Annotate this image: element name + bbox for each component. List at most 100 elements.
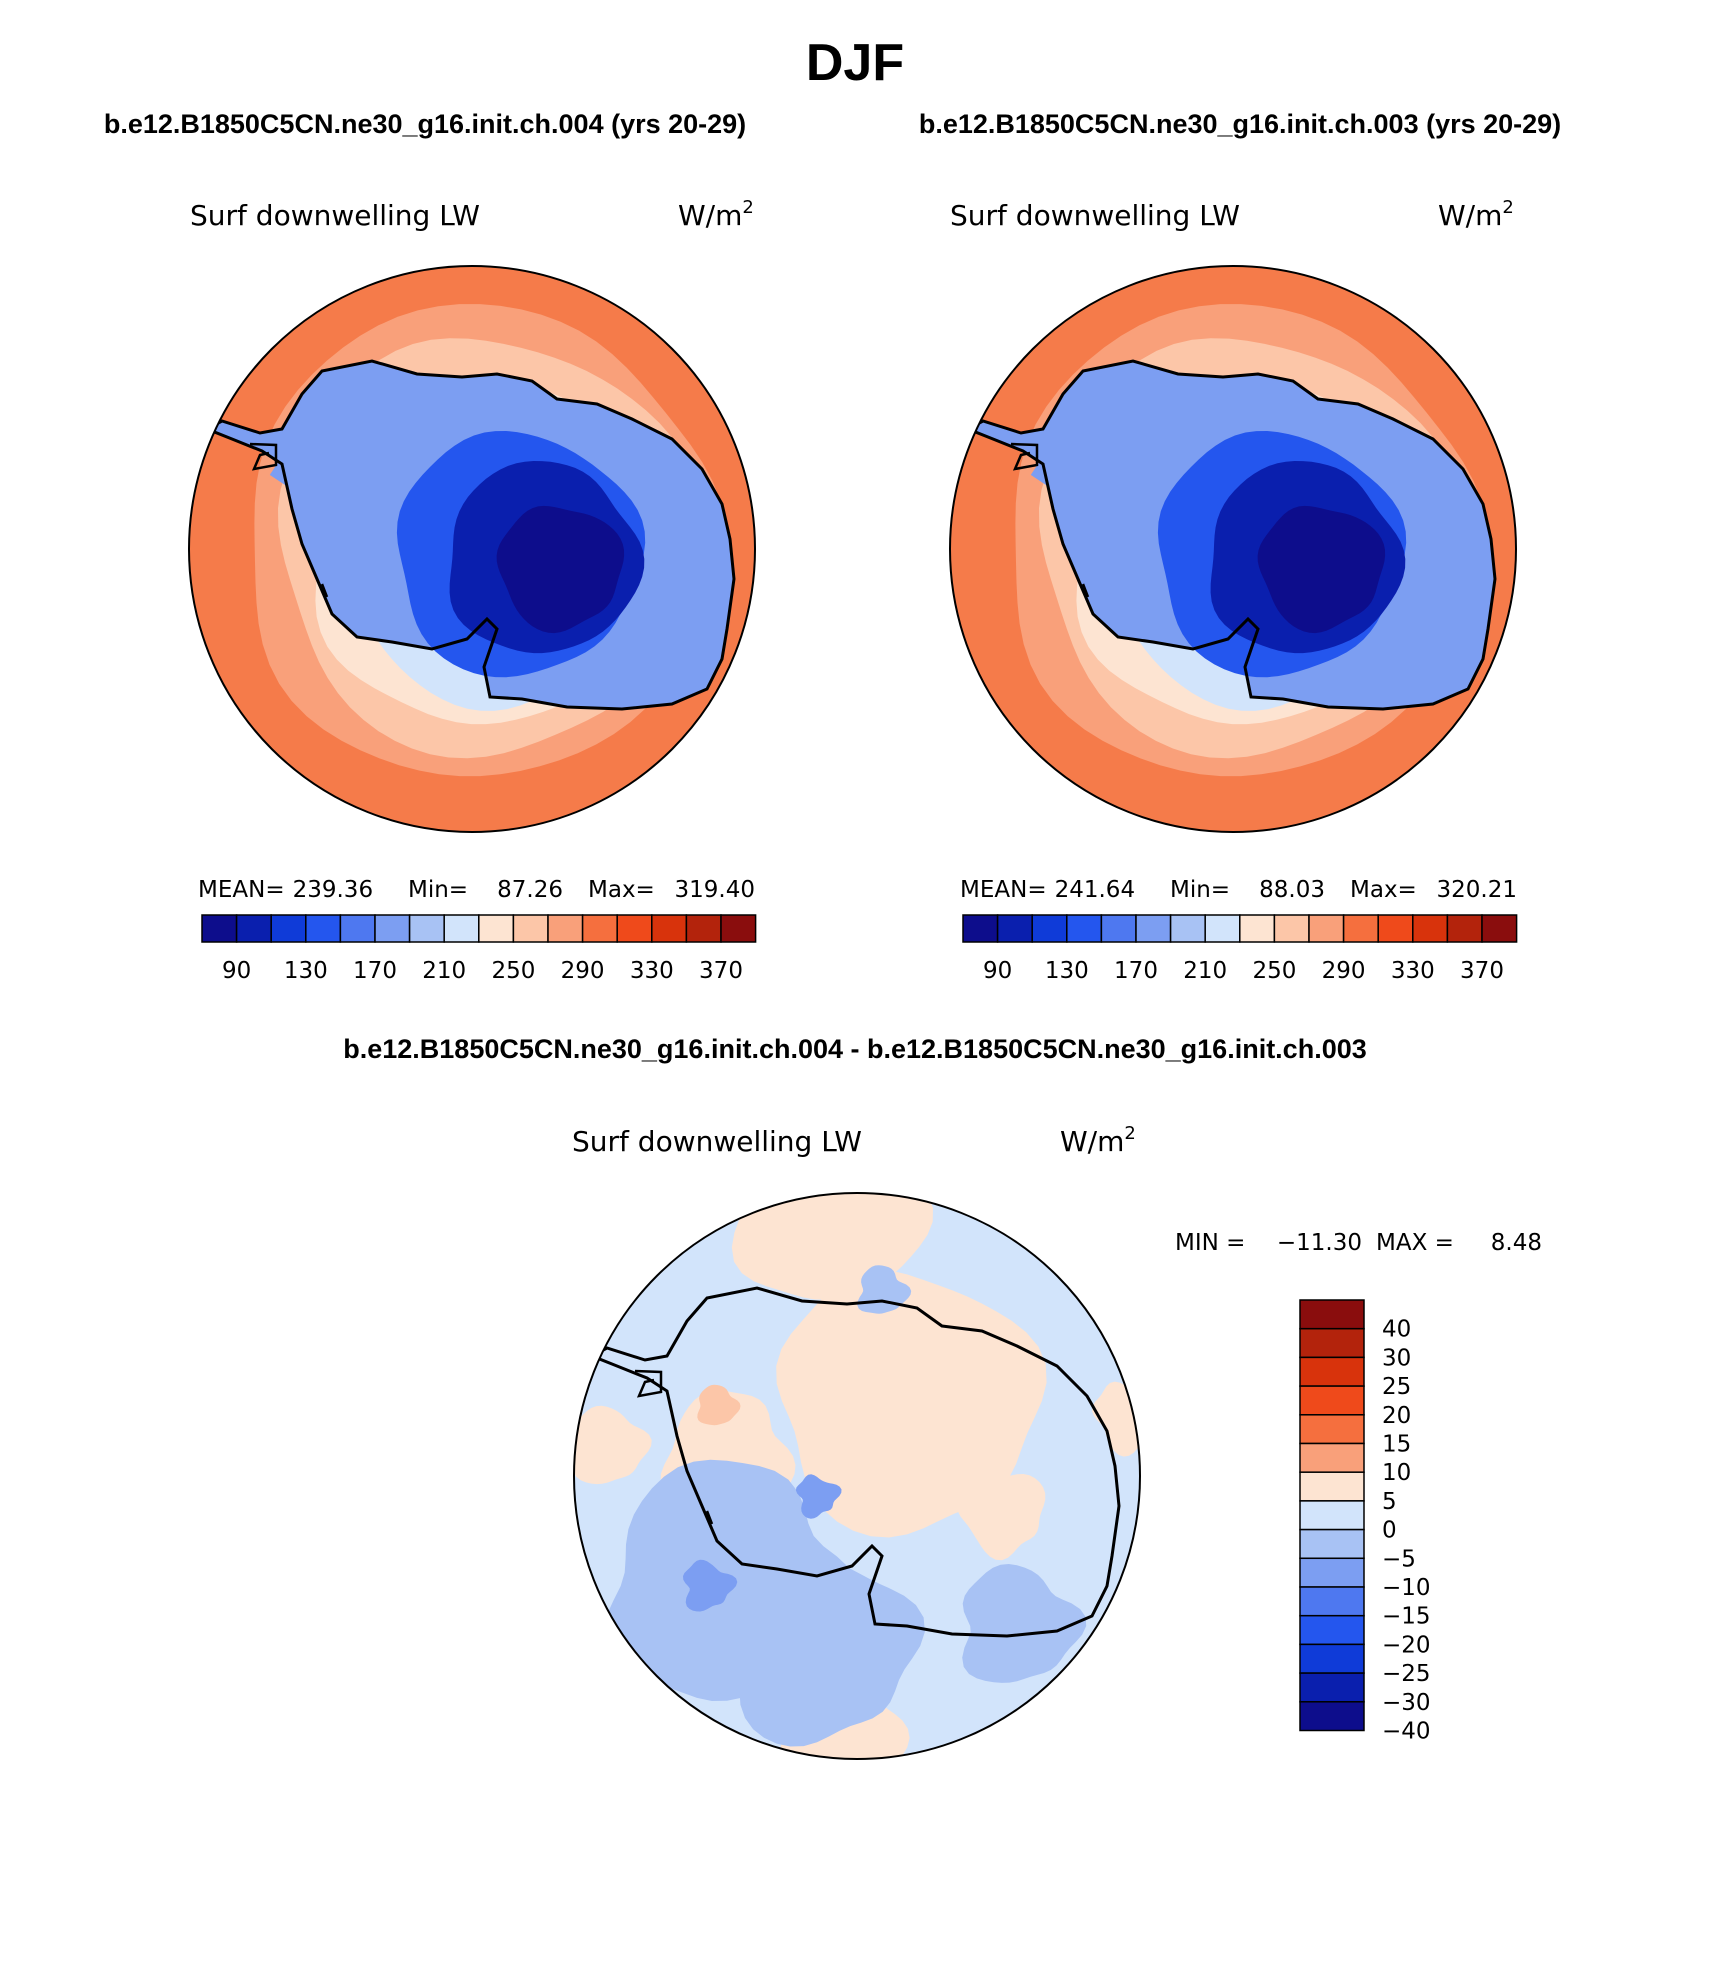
peninsula-fill — [269, 453, 368, 585]
colorbar-swatch — [305, 914, 342, 943]
colorbar-tick-label: −40 — [1382, 1719, 1431, 1745]
colorbar-swatch — [1169, 914, 1206, 943]
colorbar-swatch — [1342, 914, 1379, 943]
colorbar-tick-label: 250 — [1252, 958, 1296, 984]
colorbar-tick-label: 170 — [1114, 958, 1158, 984]
colorbar-swatch — [685, 914, 722, 943]
plateau-core — [1257, 505, 1386, 634]
colorbar-swatch — [1412, 914, 1449, 943]
colorbar-tick-label: 10 — [1382, 1460, 1411, 1486]
svg-text:Min=: Min= — [1170, 877, 1230, 903]
colorbar-swatch — [1239, 914, 1276, 943]
peninsula-fill — [1030, 453, 1129, 585]
colorbar-tick-label: 20 — [1382, 1403, 1411, 1429]
colorbar-tick-label: 210 — [1183, 958, 1227, 984]
diff-positive-region — [956, 1470, 1046, 1561]
svg-text:88.03: 88.03 — [1259, 877, 1325, 903]
difference-title: b.e12.B1850C5CN.ne30_g16.init.ch.004 - b… — [343, 1034, 1367, 1064]
map-fill — [950, 266, 1516, 832]
colorbar-swatch — [201, 914, 238, 943]
colorbar-swatch — [1031, 914, 1068, 943]
case-a-title: b.e12.B1850C5CN.ne30_g16.init.ch.004 (yr… — [104, 109, 746, 139]
colorbar-swatch — [1299, 1442, 1365, 1473]
diff-negative-strong — [795, 1474, 842, 1519]
colorbar-swatch — [1299, 1471, 1365, 1502]
colorbar-tick-label: −10 — [1382, 1575, 1431, 1601]
colorbar-tick-label: 130 — [284, 958, 328, 984]
colorbar-swatch — [996, 914, 1033, 943]
colorbar-swatch — [1299, 1701, 1365, 1732]
variable-label: Surf downwelling LW — [190, 199, 480, 232]
units-label: W/m2 — [678, 197, 754, 232]
map-fill — [574, 1193, 1140, 1759]
panel-difference: Surf downwelling LW W/m2 MIN = −11.30 MA… — [572, 1123, 1542, 1760]
variable-label: Surf downwelling LW — [572, 1125, 862, 1158]
colorbar-swatch — [1299, 1385, 1365, 1416]
colorbar-swatch — [1299, 1414, 1365, 1445]
colorbar-tick-label: −20 — [1382, 1632, 1431, 1658]
svg-text:319.40: 319.40 — [675, 877, 755, 903]
colorbar-tick-label: 15 — [1382, 1432, 1411, 1458]
colorbar-swatch — [651, 914, 688, 943]
colorbar-swatch — [1299, 1672, 1365, 1703]
svg-text:MEAN=239.36: MEAN= 239.36 — [198, 877, 373, 903]
colorbar-swatch — [616, 914, 653, 943]
colorbar-swatch — [443, 914, 480, 943]
stats-line: MEAN= 241.64 Min= 88.03 Max= 320.21 — [960, 877, 1517, 903]
colorbar-swatch — [1481, 914, 1518, 943]
colorbar-swatch — [720, 914, 757, 943]
svg-text:Max=: Max= — [588, 877, 655, 903]
colorbar-swatch — [962, 914, 999, 943]
plateau-core — [496, 505, 625, 634]
diff-positive-region — [574, 1405, 652, 1485]
diff-negative-strong — [683, 1559, 738, 1612]
colorbar-tick-label: 40 — [1382, 1317, 1411, 1343]
svg-text:MEAN=241.64: MEAN= 241.64 — [960, 877, 1135, 903]
figure-title: DJF — [806, 34, 904, 92]
units-label: W/m2 — [1438, 197, 1514, 232]
colorbar-tick-label: 30 — [1382, 1345, 1411, 1371]
colorbar-swatch — [1299, 1643, 1365, 1674]
colorbar-swatch — [1299, 1500, 1365, 1531]
svg-text:8.48: 8.48 — [1491, 1230, 1542, 1256]
map-border — [573, 1192, 1141, 1760]
colorbar-tick-label: 330 — [630, 958, 674, 984]
colorbar-tick-label: 0 — [1382, 1518, 1397, 1544]
colorbar-swatch — [1273, 914, 1310, 943]
diff-positive-region — [776, 1269, 1047, 1538]
colorbar-tick-label: 210 — [422, 958, 466, 984]
colorbar-swatch — [581, 914, 618, 943]
variable-label: Surf downwelling LW — [950, 199, 1240, 232]
colorbar-tick-label: −15 — [1382, 1604, 1431, 1630]
colorbar-swatch — [1308, 914, 1345, 943]
diff-positive-region — [1092, 1381, 1140, 1457]
svg-text:87.26: 87.26 — [497, 877, 563, 903]
colorbar-tick-label: 25 — [1382, 1374, 1411, 1400]
svg-text:Max=: Max= — [1350, 877, 1417, 903]
colorbar-tick-label: −30 — [1382, 1690, 1431, 1716]
colorbar-tick-label: 290 — [1322, 958, 1366, 984]
map-border — [188, 265, 756, 833]
ice-shelf-outline — [249, 442, 278, 471]
colorbar-swatch — [1299, 1528, 1365, 1560]
diff-positive-region — [731, 1193, 933, 1300]
colorbar-swatch — [478, 914, 515, 943]
panel-case-a: Surf downwelling LW W/m2 MEAN= 239.36 Min… — [188, 197, 757, 984]
map-case-b — [949, 265, 1517, 833]
map-case-a — [188, 265, 756, 833]
colorbar-swatch — [1100, 914, 1137, 943]
diff-negative-region — [721, 1547, 925, 1747]
colorbar-swatch — [1299, 1557, 1365, 1588]
diff-positive-strong — [697, 1384, 741, 1426]
colorbar-swatch — [339, 914, 376, 943]
colorbar-swatch — [1135, 914, 1172, 943]
stats-line: MEAN= 239.36 Min= 87.26 Max= 319.40 — [198, 877, 755, 903]
ice-shelf-outline — [1010, 442, 1039, 471]
svg-text:MAX =: MAX = — [1376, 1230, 1454, 1256]
colorbar-swatch — [1299, 1614, 1365, 1646]
colorbar-tick-label: 370 — [1460, 958, 1504, 984]
case-b-title: b.e12.B1850C5CN.ne30_g16.init.ch.003 (yr… — [919, 109, 1561, 139]
colorbar-swatch — [374, 914, 411, 943]
colorbar-swatch — [547, 914, 584, 943]
